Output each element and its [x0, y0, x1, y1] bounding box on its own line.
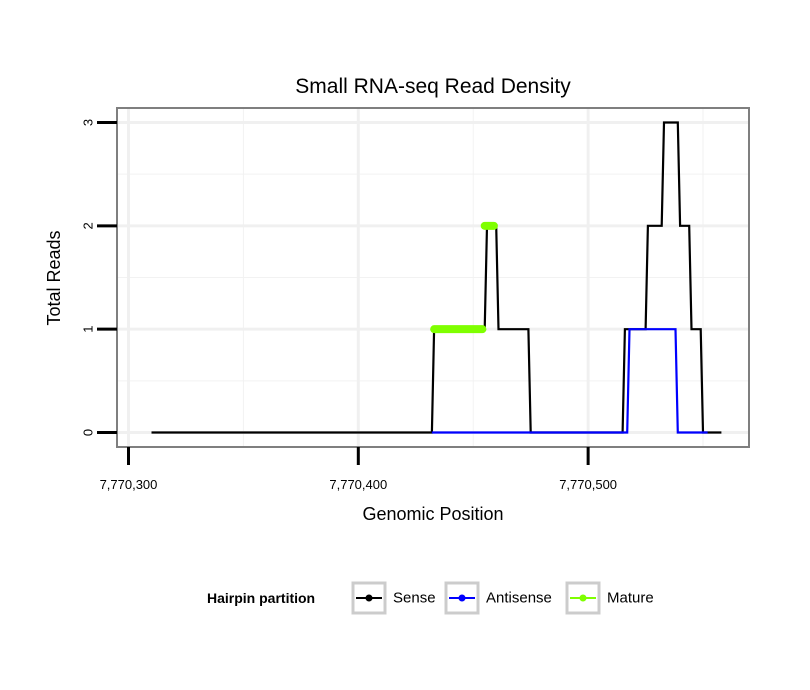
- legend-key-point-sense: [365, 594, 373, 602]
- plot-border: [116, 107, 750, 448]
- legend-label-mature: Mature: [607, 590, 654, 607]
- legend-title: Hairpin partition: [207, 590, 315, 606]
- legend-key-point-antisense: [458, 594, 466, 602]
- x-axis-title: Genomic Position: [362, 504, 503, 524]
- x-tick-label: 7,770,400: [329, 477, 387, 492]
- legend-label-antisense: Antisense: [486, 590, 552, 607]
- y-tick-label: 0: [81, 429, 96, 436]
- x-tick-label: 7,770,300: [100, 477, 158, 492]
- chart-title: Small RNA-seq Read Density: [295, 75, 571, 98]
- x-tick-label: 7,770,500: [559, 477, 617, 492]
- series-line-antisense: [431, 328, 708, 434]
- legend-label-sense: Sense: [393, 590, 436, 607]
- y-tick-label: 2: [81, 222, 96, 229]
- legend-key-point-mature: [579, 594, 587, 602]
- y-axis-title: Total Reads: [44, 230, 64, 325]
- y-tick-label: 3: [81, 119, 96, 126]
- y-tick-label: 1: [81, 326, 96, 333]
